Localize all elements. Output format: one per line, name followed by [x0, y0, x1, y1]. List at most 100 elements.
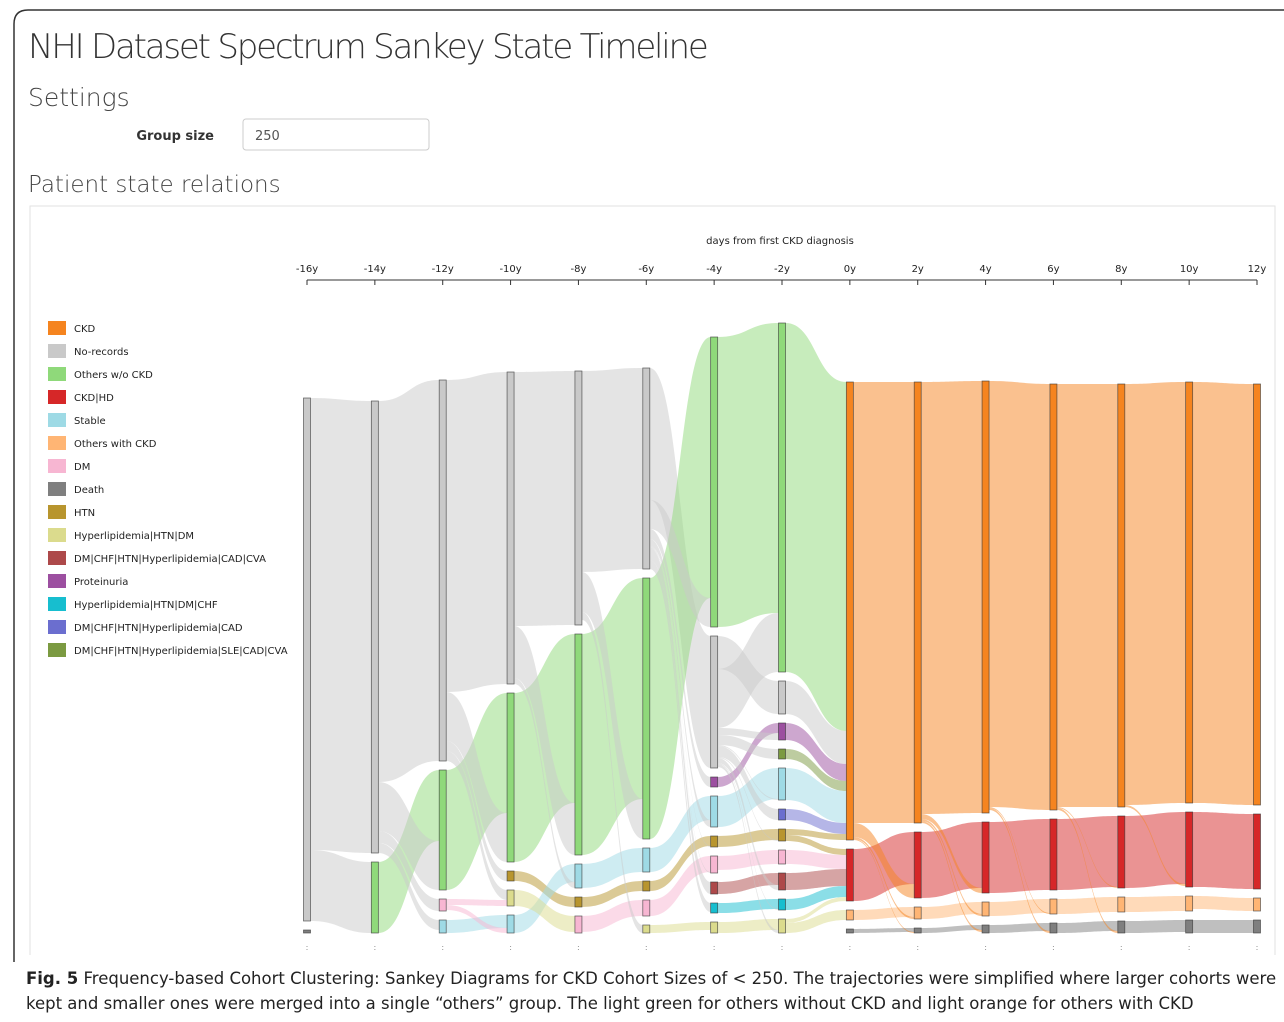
legend-swatch: [48, 436, 66, 450]
flow: [649, 548, 711, 894]
flow: [1192, 896, 1254, 911]
flow: [785, 323, 847, 731]
x-tick-label: -2y: [774, 264, 790, 275]
node: [506, 870, 515, 882]
flow: [785, 749, 847, 791]
flow: [717, 757, 779, 841]
legend-label: Others w/o CKD: [74, 370, 153, 381]
node: [1185, 381, 1194, 804]
flow: [1124, 805, 1186, 886]
flow: [1056, 808, 1118, 933]
node: [574, 896, 583, 908]
x-tick-label: 0y: [844, 264, 856, 275]
node: [710, 776, 719, 788]
node: [778, 722, 786, 741]
legend-swatch: [48, 321, 66, 335]
legend-swatch: [48, 551, 66, 565]
marks: -16y -14y -12y -10y -8y -6y -4y -2y 0y 2y 4y 6y 8y 10…: [48, 264, 1266, 952]
node: [913, 906, 922, 920]
flow: [581, 900, 643, 932]
legend-swatch: [48, 528, 66, 542]
node: [778, 918, 786, 934]
flow: [649, 500, 711, 627]
node: [1185, 919, 1194, 934]
flow: [581, 881, 643, 907]
flow: [378, 782, 440, 890]
node: [1253, 897, 1261, 912]
node: [574, 863, 583, 889]
flow: [853, 928, 915, 933]
node: [1117, 383, 1126, 808]
flow: [649, 529, 711, 787]
flow: [717, 763, 779, 910]
frame: [13, 9, 1284, 962]
legend-swatch: [48, 574, 66, 588]
node: [438, 769, 447, 891]
node: [1049, 818, 1058, 891]
flow: [514, 890, 575, 932]
flow: [717, 768, 779, 827]
node: [981, 380, 990, 814]
group-size-input[interactable]: [242, 118, 430, 151]
flow: [1192, 812, 1254, 889]
x-tick-label: 4y: [979, 264, 991, 275]
caption-label: Fig. 5: [26, 969, 79, 988]
flow: [378, 843, 440, 930]
flow: [446, 751, 508, 900]
legend-swatch: [48, 620, 66, 634]
flow: [514, 864, 575, 933]
node: [506, 914, 515, 934]
screenshot: NHI Dataset Spectrum Sankey State Timeli…: [13, 9, 1284, 962]
node: [710, 835, 719, 848]
flow: [785, 910, 847, 933]
flow: [853, 837, 915, 919]
node: [506, 692, 515, 863]
node: [370, 400, 379, 854]
flow: [649, 546, 711, 847]
flow: [446, 905, 508, 933]
node: [778, 748, 786, 760]
flow: [717, 758, 779, 890]
legend-label: Hyperlipidemia|HTN|DM: [74, 531, 194, 542]
node: [981, 924, 990, 934]
flow: [1056, 384, 1118, 807]
node: [1185, 895, 1194, 912]
node: [370, 861, 379, 934]
flow: [717, 323, 779, 627]
x-tick-label: -12y: [432, 264, 454, 275]
node: [574, 633, 583, 856]
flow: [581, 848, 643, 888]
flow: [853, 839, 915, 933]
flow: [717, 723, 779, 787]
flow: [717, 746, 779, 820]
node: [845, 909, 854, 921]
node: [710, 635, 719, 769]
node: [1253, 813, 1261, 890]
page-title: NHI Dataset Spectrum Sankey State Timeli…: [28, 27, 707, 67]
flow: [989, 807, 1050, 914]
flow: [1124, 382, 1186, 805]
flow: [1056, 897, 1118, 914]
x-tick-label: -16y: [296, 264, 318, 275]
node: [778, 849, 786, 865]
flow: [581, 572, 643, 839]
flow: [921, 822, 983, 898]
node: [642, 847, 651, 873]
flow: [310, 398, 372, 853]
legend-label: DM|CHF|HTN|Hyperlipidemia|CAD|CVA: [74, 554, 266, 565]
node: [845, 928, 854, 934]
node: [1185, 811, 1194, 888]
flow: [378, 831, 440, 911]
flow: [1192, 920, 1254, 933]
flow: [514, 371, 575, 626]
flow: [649, 560, 711, 912]
flow: [785, 897, 847, 923]
flow: [1056, 921, 1118, 933]
node: [642, 924, 651, 934]
node: [778, 828, 786, 842]
flow: [649, 539, 711, 827]
flow: [717, 764, 779, 933]
node: [913, 381, 922, 824]
flow: [921, 814, 983, 893]
node: [1049, 383, 1058, 811]
